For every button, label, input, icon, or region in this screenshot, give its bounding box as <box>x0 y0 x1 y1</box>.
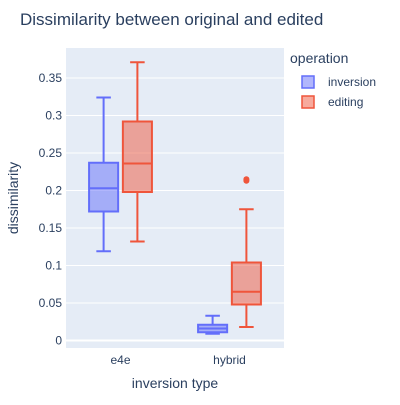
legend-swatch-inversion <box>301 75 315 89</box>
legend-label-editing: editing <box>328 95 363 109</box>
y-tick-label: 0.1 <box>45 259 62 273</box>
box-editing-e4e <box>121 61 153 243</box>
x-axis-label: inversion type <box>132 375 219 391</box>
legend-title: operation <box>290 50 348 66</box>
legend-item-inversion[interactable]: inversion <box>301 75 376 89</box>
box-body <box>88 161 120 213</box>
chart-title: Dissimilarity between original and edite… <box>20 10 323 29</box>
box-editing-hybrid <box>230 176 262 328</box>
box-body <box>230 261 262 306</box>
legend: operation inversion editing <box>290 50 376 109</box>
y-tick-label: 0.3 <box>45 109 62 123</box>
y-tick-label: 0.15 <box>39 221 63 235</box>
y-tick-label: 0.2 <box>45 184 62 198</box>
outlier-point <box>243 176 250 183</box>
legend-item-editing[interactable]: editing <box>301 95 363 109</box>
box-inversion-hybrid <box>197 314 229 335</box>
y-tick-label: 0.25 <box>39 146 63 160</box>
y-tick-label: 0.05 <box>39 296 63 310</box>
box-inversion-e4e <box>88 96 120 253</box>
y-tick-label: 0.35 <box>39 71 63 85</box>
y-tick-labels: 0 0.05 0.1 0.15 0.2 0.25 0.3 0.35 <box>39 71 63 348</box>
legend-swatch-editing <box>301 95 315 109</box>
box-body <box>121 120 153 193</box>
y-axis-label: dissimilarity <box>5 162 21 234</box>
x-tick-labels: e4e hybrid <box>110 353 245 367</box>
y-tick-label: 0 <box>55 334 62 348</box>
legend-label-inversion: inversion <box>328 75 376 89</box>
x-tick-label: hybrid <box>213 353 246 367</box>
boxes <box>88 61 262 335</box>
x-tick-label: e4e <box>110 353 130 367</box>
